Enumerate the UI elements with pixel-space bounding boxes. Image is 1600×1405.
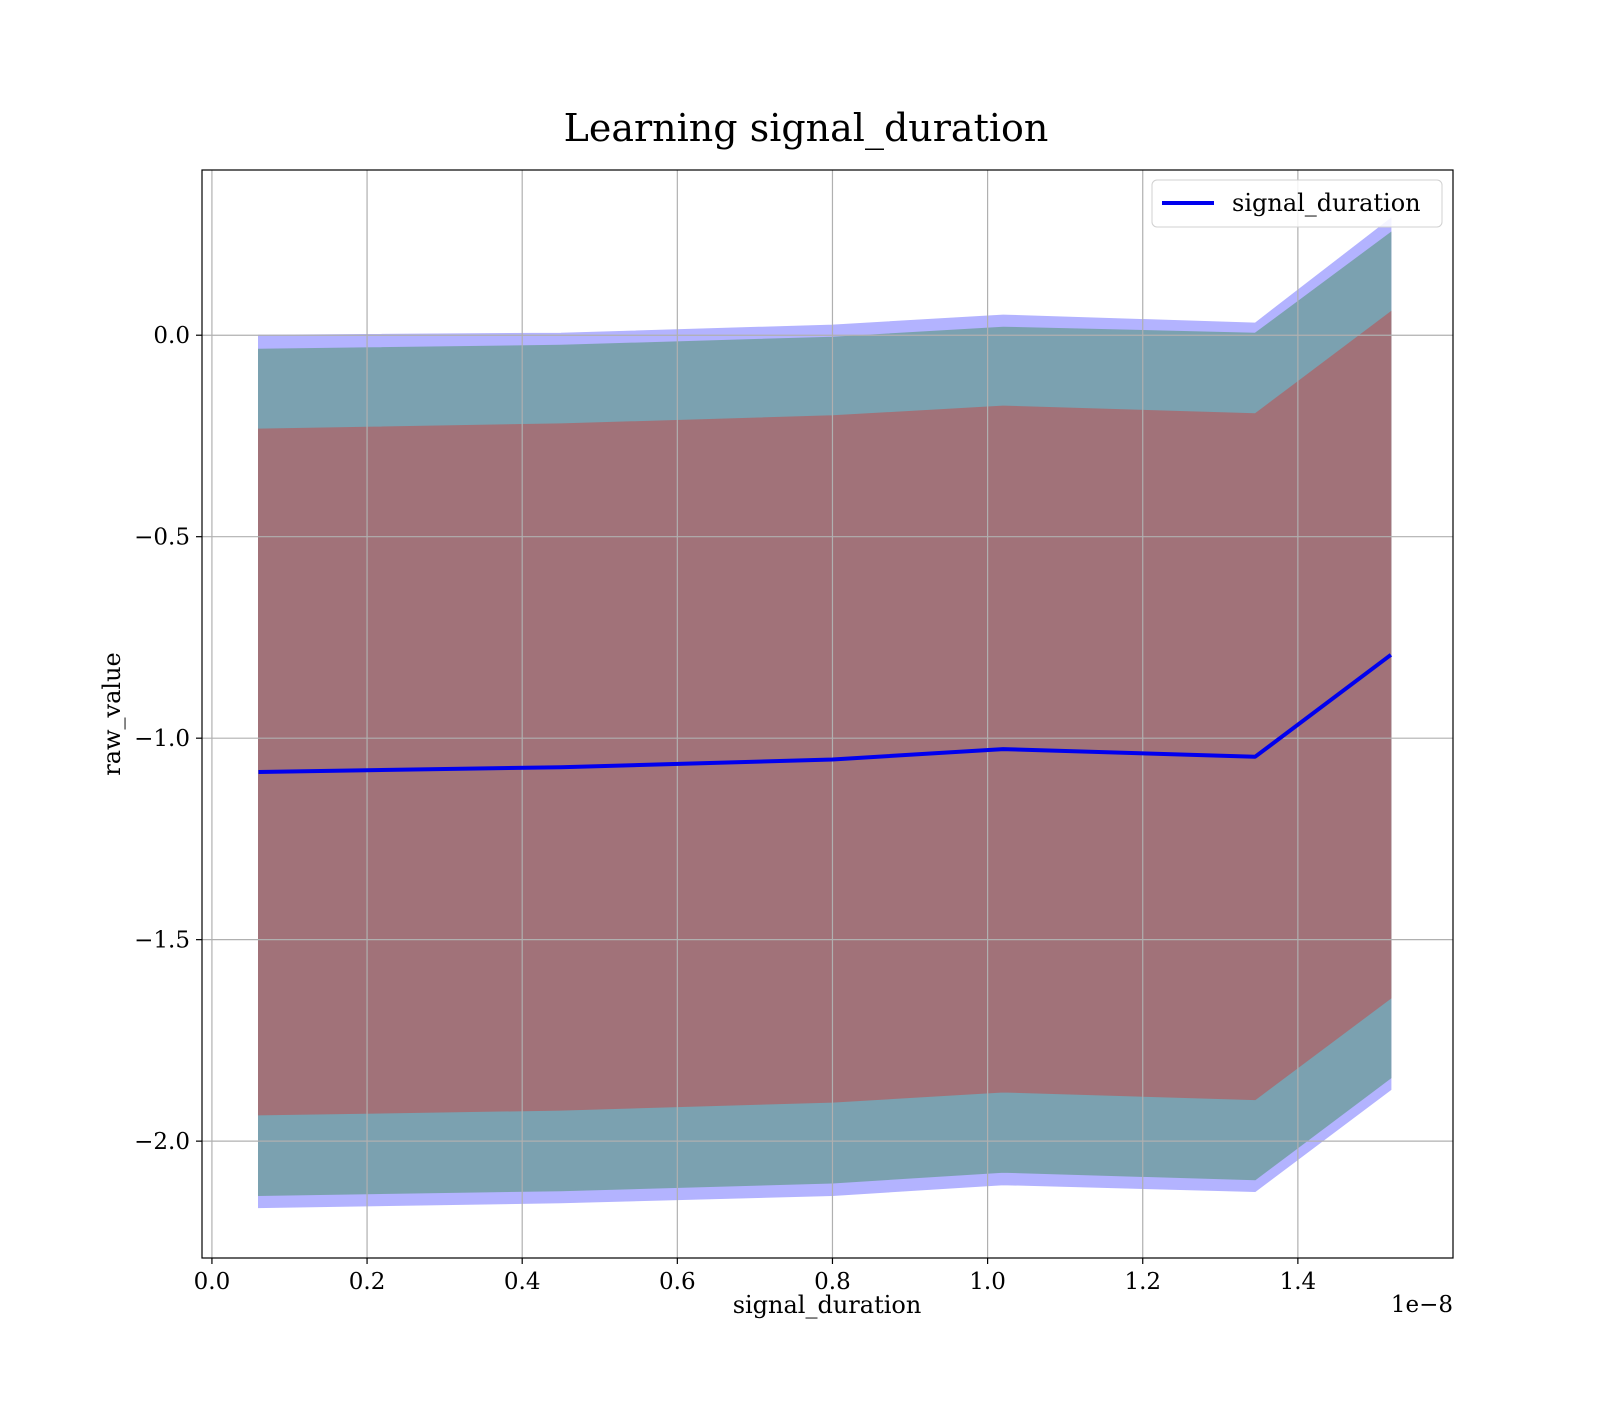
x-tick-label: 0.0 [194,1269,231,1295]
x-tick-label: 0.2 [349,1269,386,1295]
legend: signal_duration [1151,179,1443,228]
x-tick-label: 1.2 [1124,1269,1161,1295]
x-tick-label: 0.8 [814,1269,851,1295]
series-lines [258,653,1393,774]
y-tick-label: −1.0 [134,726,190,752]
y-tick-label: −2.0 [134,1129,190,1155]
legend-entry-label: signal_duration [1232,189,1421,217]
y-tick-label: −1.5 [134,928,190,954]
y-tick-label: −0.5 [134,525,190,551]
x-tick-label: 0.4 [504,1269,541,1295]
y-tick-label: 0.0 [153,323,190,349]
x-tick-label: 1.4 [1280,1269,1317,1295]
chart-title: Learning signal_duration [564,106,1049,151]
y-axis-label: raw_value [98,652,126,776]
band-3 [258,310,1392,1116]
grid-lines [202,170,1453,1258]
x-tick-label: 0.6 [659,1269,696,1295]
series-line-signal_duration [258,653,1393,774]
y-axis-ticks: 0.0 −0.5 −1.0 −1.5 −2.0 [134,323,202,1155]
legend-box [1151,179,1443,228]
plot-frame [201,169,1454,1259]
x-axis-ticks: 0.0 0.2 0.4 0.6 0.8 1.0 1.2 1.4 [194,1258,1317,1295]
confidence-bands [258,217,1392,1209]
x-axis-label: signal_duration [733,1291,922,1319]
x-tick-label: 1.0 [969,1269,1006,1295]
x-axis-offset-label: 1e−8 [1391,1292,1453,1318]
